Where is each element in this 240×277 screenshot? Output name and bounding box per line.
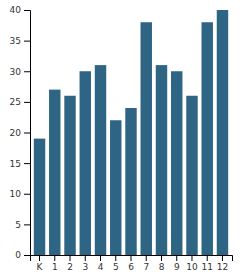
axis-line [31, 256, 233, 262]
bar [110, 120, 121, 255]
tick-label: 35 [10, 36, 21, 46]
tick-label: 2 [67, 262, 73, 272]
tick-mark [70, 255, 71, 261]
tick-label: 10 [10, 189, 22, 199]
tick-mark [85, 255, 86, 261]
tick-mark [24, 194, 30, 195]
bar [156, 65, 167, 255]
x-tick: 3 [82, 255, 88, 272]
tick-mark [24, 133, 30, 134]
tick-label: 20 [10, 128, 22, 138]
tick-label: 4 [98, 262, 104, 272]
x-tick: 9 [174, 255, 180, 272]
tick-mark [24, 102, 30, 103]
x-axis: K123456789101112 [31, 255, 233, 272]
tick-mark [24, 10, 30, 11]
y-tick: 15 [10, 159, 30, 169]
x-tick: 8 [159, 255, 165, 272]
x-tick: 6 [128, 255, 134, 272]
tick-label: 7 [143, 262, 149, 272]
tick-label: 10 [186, 262, 198, 272]
bar [34, 139, 45, 255]
x-tick: K [37, 255, 44, 272]
tick-mark [24, 224, 30, 225]
tick-mark [24, 255, 30, 256]
tick-mark [207, 255, 208, 261]
x-tick: 2 [67, 255, 73, 272]
x-tick: 10 [186, 255, 198, 272]
x-tick: 4 [98, 255, 104, 272]
x-tick: 11 [201, 255, 212, 272]
x-tick: 7 [143, 255, 149, 272]
bar [125, 108, 136, 255]
tick-mark [100, 255, 101, 261]
bar [186, 96, 197, 255]
tick-mark [24, 41, 30, 42]
tick-label: 12 [217, 262, 228, 272]
tick-mark [24, 71, 30, 72]
tick-mark [115, 255, 116, 261]
tick-label: 1 [52, 262, 58, 272]
tick-mark [191, 255, 192, 261]
plot: K1234567891011120510152025303540 [10, 5, 233, 272]
bar [80, 71, 91, 255]
x-tick: 12 [217, 255, 228, 272]
tick-label: 11 [201, 262, 212, 272]
bar [202, 22, 213, 255]
x-tick: 1 [52, 255, 58, 272]
tick-mark [24, 163, 30, 164]
y-tick: 0 [15, 250, 30, 260]
y-tick: 35 [10, 36, 30, 46]
tick-mark [146, 255, 147, 261]
bar [171, 71, 182, 255]
y-tick: 30 [10, 67, 30, 77]
bar [95, 65, 106, 255]
tick-mark [54, 255, 55, 261]
tick-mark [39, 255, 40, 261]
y-axis: 0 5 10 15 20 25 30 35 40 [10, 5, 31, 260]
axis-line [24, 11, 31, 256]
y-tick: 10 [10, 189, 30, 199]
tick-label: 0 [15, 250, 21, 260]
tick-label: 25 [10, 97, 21, 107]
bar [141, 22, 152, 255]
x-tick: 5 [113, 255, 119, 272]
chart: K1234567891011120510152025303540 [0, 0, 240, 277]
tick-label: 8 [159, 262, 165, 272]
tick-mark [176, 255, 177, 261]
tick-label: 5 [113, 262, 119, 272]
tick-label: 15 [10, 159, 21, 169]
tick-label: K [37, 262, 44, 272]
y-tick: 40 [10, 5, 30, 15]
bar [217, 10, 228, 255]
y-tick: 25 [10, 97, 30, 107]
tick-mark [222, 255, 223, 261]
y-tick: 20 [10, 128, 30, 138]
bar [49, 90, 60, 255]
bars [34, 10, 228, 255]
tick-label: 3 [82, 262, 88, 272]
tick-label: 6 [128, 262, 134, 272]
tick-label: 30 [10, 67, 22, 77]
tick-mark [161, 255, 162, 261]
y-tick: 5 [15, 220, 30, 230]
bar [64, 96, 75, 255]
tick-label: 9 [174, 262, 180, 272]
tick-mark [131, 255, 132, 261]
tick-label: 40 [10, 5, 22, 15]
tick-label: 5 [15, 220, 21, 230]
